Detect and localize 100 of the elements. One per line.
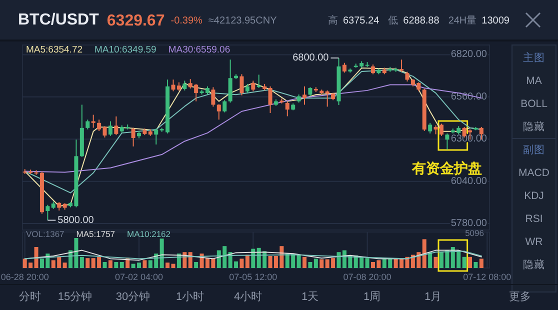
text: ≈42123.95CNY — [208, 16, 278, 26]
text: MA5:6354.72 — [26, 44, 83, 56]
candlestick — [102, 126, 107, 138]
text: MA10:6349.59 — [94, 44, 156, 56]
text: 低 — [388, 16, 398, 26]
text: 更多 — [509, 291, 531, 303]
bar — [86, 258, 90, 268]
bar — [422, 239, 426, 268]
candlestick — [240, 74, 244, 96]
text: 隐藏 — [523, 120, 545, 133]
x-tick-label: 07-02 04:00 — [114, 272, 164, 282]
text: MA30:6559.06 — [168, 44, 230, 56]
bar — [308, 262, 312, 268]
candlestick — [171, 79, 176, 92]
candlestick — [428, 122, 432, 134]
candlestick — [285, 101, 290, 117]
bar — [120, 262, 124, 268]
text: 24H量 — [448, 16, 477, 26]
text: MA10:2162 — [127, 229, 171, 239]
y-tick-label: 6820.00 — [450, 49, 488, 60]
bar — [314, 258, 318, 268]
text: BOLL — [520, 98, 548, 110]
candlestick — [108, 120, 112, 136]
bar — [114, 262, 118, 268]
text: 高 — [328, 14, 338, 26]
y-tick-label: 6560.00 — [450, 91, 488, 102]
candlestick — [154, 128, 158, 145]
x-tick-label: 06-28 20:00 — [0, 272, 49, 282]
text: 1小时 — [176, 290, 204, 303]
candlestick — [342, 62, 346, 74]
candlestick — [97, 119, 102, 132]
candlestick — [445, 132, 450, 150]
text: 6375.24 — [343, 16, 380, 26]
text: 6288.88 — [403, 16, 440, 26]
candlestick — [256, 74, 261, 89]
text: 6329.67 — [106, 12, 165, 30]
bar — [462, 256, 466, 268]
candlestick — [114, 116, 118, 136]
candlestick — [46, 204, 50, 221]
bar — [365, 258, 370, 268]
text: WR — [525, 236, 544, 248]
x-tick-label: 07-08 20:00 — [343, 272, 392, 282]
candlestick — [91, 114, 96, 128]
text: 1天 — [301, 291, 319, 303]
bar — [194, 262, 198, 268]
bar — [302, 256, 307, 268]
candlestick — [268, 86, 272, 114]
annotation: VOL:1367 — [26, 229, 65, 239]
bar — [428, 252, 432, 268]
text: RSI — [525, 213, 543, 225]
bar — [160, 238, 164, 268]
text: 副图 — [523, 144, 545, 156]
text: BTC/USDT — [18, 12, 100, 28]
text: 15分钟 — [58, 291, 92, 303]
bar — [62, 262, 67, 268]
bar — [296, 254, 301, 268]
text: 1月 — [424, 291, 442, 303]
text: 30分钟 — [116, 291, 150, 303]
candlestick — [131, 127, 136, 147]
candlestick — [400, 59, 404, 72]
text: 分时 — [19, 290, 41, 303]
series-label: MA5:1757 — [76, 229, 116, 239]
bar — [108, 260, 112, 268]
candlestick — [86, 119, 90, 130]
candlestick — [216, 104, 221, 120]
text: MACD — [518, 167, 550, 179]
candlestick — [302, 86, 307, 106]
bar — [320, 259, 324, 268]
text: KDJ — [524, 190, 544, 202]
bar — [240, 258, 244, 268]
text: -0.39% — [170, 16, 203, 26]
annotation: 6800.00 — [292, 52, 330, 64]
candlestick — [251, 80, 256, 92]
candlestick — [222, 100, 227, 113]
bar — [479, 258, 484, 268]
text: 主图 — [523, 51, 545, 64]
bar — [245, 254, 250, 268]
annotation: 5800.00 — [58, 214, 94, 226]
bar — [474, 262, 478, 268]
annotation: 有资金护盘 — [411, 160, 482, 176]
text: 1周 — [363, 291, 381, 303]
bar — [102, 262, 107, 268]
text: 4小时 — [234, 290, 262, 303]
bar — [80, 256, 84, 268]
bar — [468, 256, 472, 268]
text: MA — [526, 75, 542, 87]
bar — [34, 247, 38, 268]
bar — [434, 256, 438, 268]
y-tick-label: 5780.00 — [450, 218, 488, 230]
candlestick — [228, 59, 232, 104]
candlestick — [371, 64, 375, 75]
candlestick — [182, 80, 187, 91]
x-tick-label: 07-12 08:00 — [463, 272, 512, 282]
bar — [142, 260, 147, 268]
x-tick-label: 07-05 12:00 — [229, 272, 278, 282]
annotation: 5096 — [465, 228, 484, 238]
candlestick — [405, 71, 410, 82]
candlestick — [211, 86, 216, 108]
text: 13009 — [482, 16, 510, 26]
text: 隐藏 — [523, 258, 545, 271]
